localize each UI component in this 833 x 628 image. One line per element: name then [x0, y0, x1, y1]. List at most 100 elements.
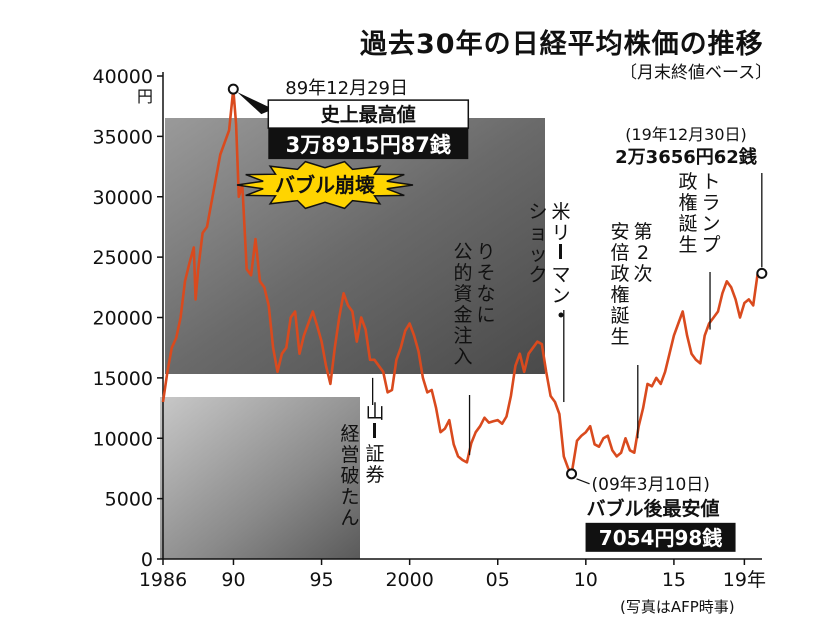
peak-pointer: [237, 92, 274, 115]
annotation-glyph: 経: [340, 423, 359, 445]
annotation-glyph: 第: [633, 221, 652, 243]
leader-line: [576, 478, 590, 485]
annotation-label: 山証券: [365, 401, 384, 486]
annotation-glyph: 営: [340, 444, 359, 466]
y-tick-label: 20000: [93, 308, 153, 330]
annotation-glyph: 誕: [678, 213, 697, 235]
annotation-glyph: ラ: [701, 192, 720, 214]
annotation-glyph: 米: [551, 201, 570, 223]
annotation-glyph: に: [476, 304, 495, 326]
annotation-glyph: 権: [678, 192, 697, 214]
annotation-glyph: ョ: [528, 222, 547, 244]
y-tick-label: 0: [141, 549, 153, 571]
annotation-label: 3万8915円87銭: [286, 133, 451, 157]
annotation-label: 2万3656円62銭: [615, 146, 757, 168]
annotation-glyph: 的: [453, 262, 472, 284]
annotation-glyph: ン: [551, 285, 570, 307]
x-tick-label: 19年: [723, 569, 766, 591]
annotation-glyph: 誕: [610, 305, 629, 327]
annotation-glyph: ク: [528, 264, 547, 286]
annotation-box: [585, 522, 736, 552]
annotation-glyph: [558, 312, 564, 318]
y-axis-unit: 円: [137, 87, 153, 106]
annotation-glyph: り: [476, 241, 495, 263]
bubble-burst-badge: [236, 160, 414, 210]
annotation-glyph: ッ: [528, 243, 547, 265]
x-tick-label: 15: [662, 569, 686, 591]
annotation-glyph: マ: [551, 264, 570, 286]
y-tick-label: 10000: [93, 428, 153, 450]
annotation-label: バブル崩壊: [275, 173, 376, 197]
annotation-label: 7054円98銭: [599, 526, 723, 550]
annotation-glyph: 金: [453, 304, 472, 326]
end-marker: [756, 267, 768, 279]
y-tick-label: 40000: [93, 66, 153, 88]
annotation-glyph: 資: [453, 283, 472, 305]
y-tick-label: 5000: [105, 489, 153, 511]
annotation-label: (09年3月10日): [592, 475, 710, 495]
annotation-glyph: 政: [610, 263, 629, 285]
annotation-glyph: ん: [340, 507, 359, 529]
series-group: [161, 87, 762, 476]
annotation-glyph: 生: [610, 326, 629, 348]
annotation-label: 89年12月29日: [285, 78, 408, 99]
x-tick-label: 05: [486, 569, 510, 591]
annotation-glyph: ン: [701, 213, 720, 235]
x-tick-label: 95: [309, 569, 333, 591]
annotation-glyph: 公: [453, 241, 472, 263]
annotation-glyph: プ: [701, 234, 720, 256]
chart-title: 過去30年の日経平均株価の推移: [360, 29, 764, 60]
y-tick-label: 25000: [93, 247, 153, 269]
series-line: [161, 87, 762, 476]
annotation-glyph: 注: [453, 325, 472, 347]
x-tick-label: 2000: [385, 569, 433, 591]
annotation-glyph: な: [476, 283, 495, 305]
annotation-glyph: 山: [365, 401, 384, 423]
annotation-label: 第2次: [633, 221, 652, 285]
annotation-glyph: 証: [365, 443, 384, 465]
annotation-box: [267, 99, 470, 129]
axes: 0 5000 10000 15000 20000 25000 30000 35000 40000…: [93, 66, 766, 591]
annotation-glyph: 権: [610, 284, 629, 306]
annotation-glyph: [559, 244, 562, 259]
annotation-glyph: 政: [678, 171, 697, 193]
annotation-glyph: ト: [701, 171, 720, 193]
annotation-glyph: [373, 423, 376, 438]
photo-credit: (写真はAFP時事): [620, 598, 735, 616]
annotation-glyph: た: [340, 486, 359, 508]
annotation-glyph: 倍: [610, 242, 629, 264]
peak-marker: [227, 83, 239, 95]
low-marker: [566, 468, 578, 480]
annotation-glyph: 破: [340, 465, 359, 487]
y-tick-label: 30000: [93, 187, 153, 209]
annotation-glyph: 2: [637, 242, 649, 264]
annotation-glyph: 安: [610, 221, 629, 243]
y-tick-label: 15000: [93, 368, 153, 390]
annotation-glyph: リ: [551, 222, 570, 244]
annotation-glyph: そ: [476, 262, 495, 284]
x-tick-label: 10: [574, 569, 598, 591]
annotation-glyph: 入: [453, 346, 472, 368]
annotation-glyph: 生: [678, 234, 697, 256]
annotation-glyph: シ: [528, 201, 547, 223]
annotation-glyph: 次: [633, 263, 652, 285]
x-tick-label: 1986: [139, 569, 187, 591]
annotation-label: (19年12月30日): [625, 125, 747, 144]
y-tick-label: 35000: [93, 126, 153, 148]
annotation-label: バブル後最安値: [587, 497, 720, 520]
annotation-glyph: 券: [365, 464, 384, 486]
chart-subtitle: 〔月末終値ベース〕: [620, 63, 773, 83]
annotation-label: 史上最高値: [321, 103, 416, 126]
press-conference-photo: [160, 397, 360, 559]
x-tick-label: 90: [221, 569, 245, 591]
